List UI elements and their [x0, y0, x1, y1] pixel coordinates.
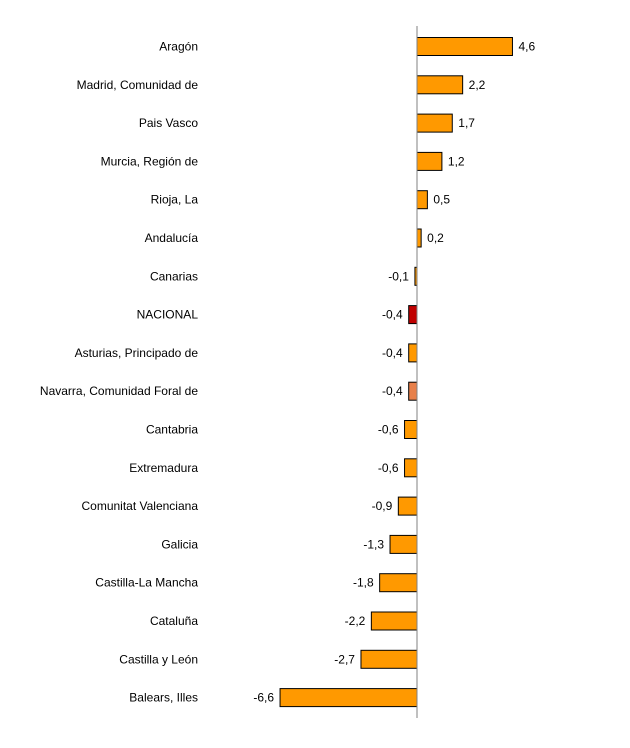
category-label: Asturias, Principado de [75, 346, 199, 360]
category-label: Rioja, La [151, 193, 199, 207]
bar [370, 611, 418, 631]
value-label: 0,2 [427, 231, 444, 245]
value-label: -2,7 [334, 652, 355, 666]
category-label: Madrid, Comunidad de [77, 78, 199, 92]
value-label: -2,2 [345, 614, 366, 628]
category-label: Aragón [159, 40, 198, 54]
value-label: -0,4 [382, 384, 403, 398]
bar [389, 534, 418, 554]
category-label: Murcia, Región de [101, 154, 199, 168]
bar [416, 228, 422, 248]
category-label: Castilla-La Mancha [95, 576, 198, 590]
bar [416, 113, 453, 133]
value-label: -0,6 [378, 423, 399, 437]
category-label: Castilla y León [119, 652, 198, 666]
category-label: Extremadura [129, 461, 198, 475]
bars [279, 37, 513, 708]
bar [408, 381, 418, 401]
category-label: Cantabria [146, 423, 198, 437]
category-label: Balears, Illes [129, 691, 198, 705]
bar [416, 75, 464, 95]
bar [397, 496, 418, 516]
bar [416, 190, 428, 210]
bar [404, 458, 418, 478]
bar [360, 649, 418, 669]
category-label: Pais Vasco [139, 116, 198, 130]
bar [416, 37, 513, 56]
value-label: -6,6 [253, 691, 274, 705]
category-label: Comunitat Valenciana [81, 499, 198, 513]
bar [404, 420, 418, 439]
value-label: -0,1 [388, 269, 409, 283]
value-label: -0,4 [382, 346, 403, 360]
value-label: -0,4 [382, 308, 403, 322]
category-labels: Aragón Madrid, Comunidad de Pais Vasco Murc… [40, 40, 198, 705]
bar [416, 151, 443, 171]
category-label: Galicia [161, 537, 198, 551]
value-label: 0,5 [433, 193, 450, 207]
bar [408, 343, 418, 363]
value-label: -0,9 [372, 499, 393, 513]
bar [279, 688, 418, 708]
value-label: 1,7 [458, 116, 475, 130]
category-label: Andalucía [145, 231, 199, 245]
value-labels: 4,6 2,2 1,7 1,2 0,5 0,2 -0,1 -0,4 -0,4 -0,4 -0,6 -0… [253, 40, 535, 705]
category-label: Cataluña [150, 614, 198, 628]
bar-highlight [408, 305, 418, 325]
value-label: -1,8 [353, 576, 374, 590]
category-label: Navarra, Comunidad Foral de [40, 384, 198, 398]
bar [379, 573, 418, 593]
value-label: 1,2 [448, 154, 465, 168]
category-label: Canarias [150, 269, 198, 283]
value-label: -1,3 [363, 537, 384, 551]
value-label: 2,2 [469, 78, 486, 92]
category-label: NACIONAL [137, 308, 199, 322]
value-label: -0,6 [378, 461, 399, 475]
value-label: 4,6 [518, 40, 535, 54]
